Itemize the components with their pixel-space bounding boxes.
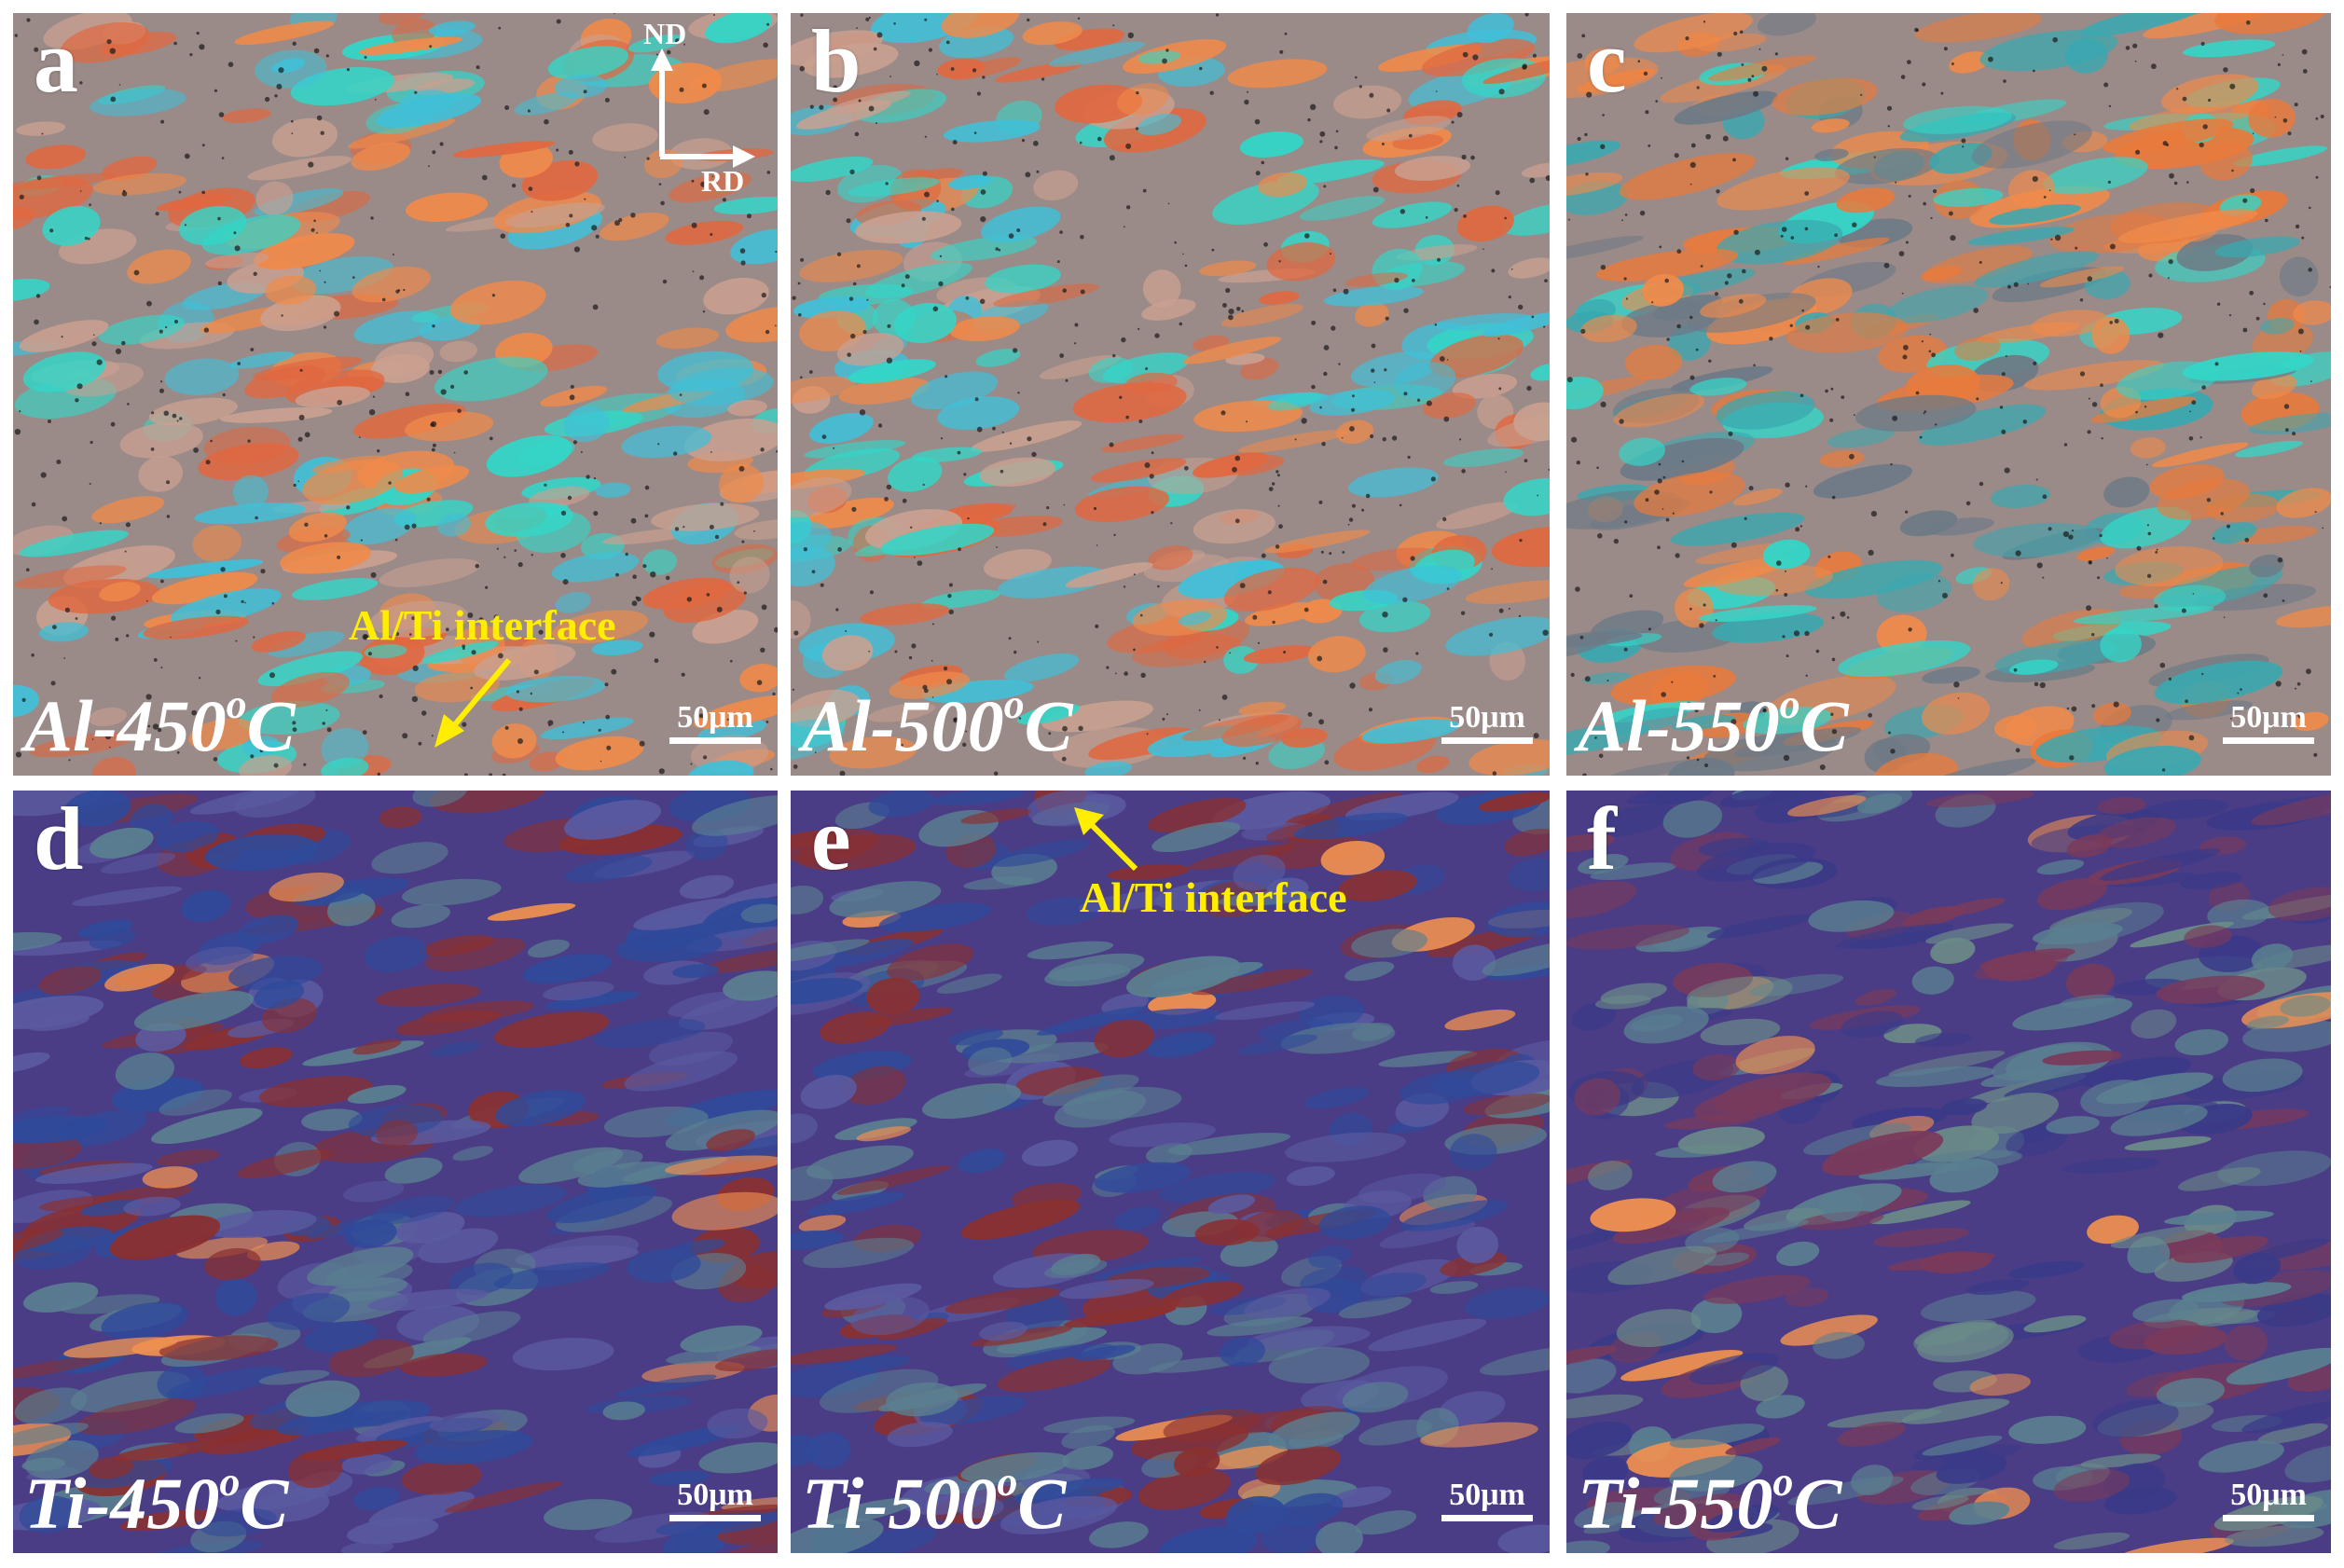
condition-label: Ti-500oC (802, 1459, 1067, 1544)
scale-bar: 50μm (1441, 1479, 1533, 1521)
scale-label: 50μm (677, 1478, 753, 1512)
micrograph-ti-500 (791, 791, 1550, 1553)
scale-line (2223, 737, 2314, 744)
condition-label: Al-550oC (1578, 681, 1849, 766)
panel-a-al-450: a ND RD Al/Ti interface Al-450oC 50μm (13, 13, 778, 776)
panel-letter: f (1587, 791, 1617, 888)
interface-arrow (434, 658, 512, 748)
rd-label: RD (701, 164, 745, 198)
scale-line (1441, 737, 1533, 744)
panel-letter: c (1587, 13, 1627, 111)
panel-letter: e (811, 791, 851, 888)
condition-label: Al-500oC (802, 681, 1073, 766)
panel-letter: d (34, 791, 84, 888)
scale-bar: 50μm (2223, 702, 2314, 744)
interface-label: Al/Ti interface (349, 601, 616, 649)
interface-label: Al/Ti interface (1080, 873, 1347, 921)
micrograph-al-550 (1566, 13, 2331, 776)
scale-bar: 50μm (2223, 1479, 2314, 1521)
scale-line (1441, 1515, 1533, 1521)
scale-label: 50μm (677, 700, 753, 735)
scale-line (669, 1515, 761, 1521)
orientation-axes: ND RD (589, 19, 766, 196)
panel-c-al-550: c Al-550oC 50μm (1566, 13, 2331, 776)
micrograph-al-500 (791, 13, 1550, 776)
condition-label: Ti-450oC (24, 1459, 289, 1544)
scale-line (2223, 1515, 2314, 1521)
micrograph-al-450 (13, 13, 778, 776)
condition-label: Ti-550oC (1578, 1459, 1842, 1544)
interface-arrow (1074, 807, 1138, 872)
scale-label: 50μm (2230, 1478, 2307, 1512)
panel-f-ti-550: f Ti-550oC 50μm (1566, 791, 2331, 1553)
panel-b-al-500: b Al-500oC 50μm (791, 13, 1550, 776)
scale-label: 50μm (2230, 700, 2307, 735)
panel-d-ti-450: d Ti-450oC 50μm (13, 791, 778, 1553)
panel-e-ti-500: e Al/Ti interface Ti-500oC 50μm (791, 791, 1550, 1553)
scale-bar: 50μm (669, 702, 761, 744)
panel-letter: a (34, 13, 78, 111)
micrograph-ti-450 (13, 791, 778, 1553)
scale-bar: 50μm (669, 1479, 761, 1521)
scale-label: 50μm (1449, 1478, 1525, 1512)
nd-label: ND (643, 17, 687, 50)
scale-bar: 50μm (1441, 702, 1533, 744)
condition-label: Al-450oC (24, 681, 296, 766)
panel-letter: b (811, 13, 862, 111)
scale-label: 50μm (1449, 700, 1525, 735)
scale-line (669, 737, 761, 744)
micrograph-ti-550 (1566, 791, 2331, 1553)
